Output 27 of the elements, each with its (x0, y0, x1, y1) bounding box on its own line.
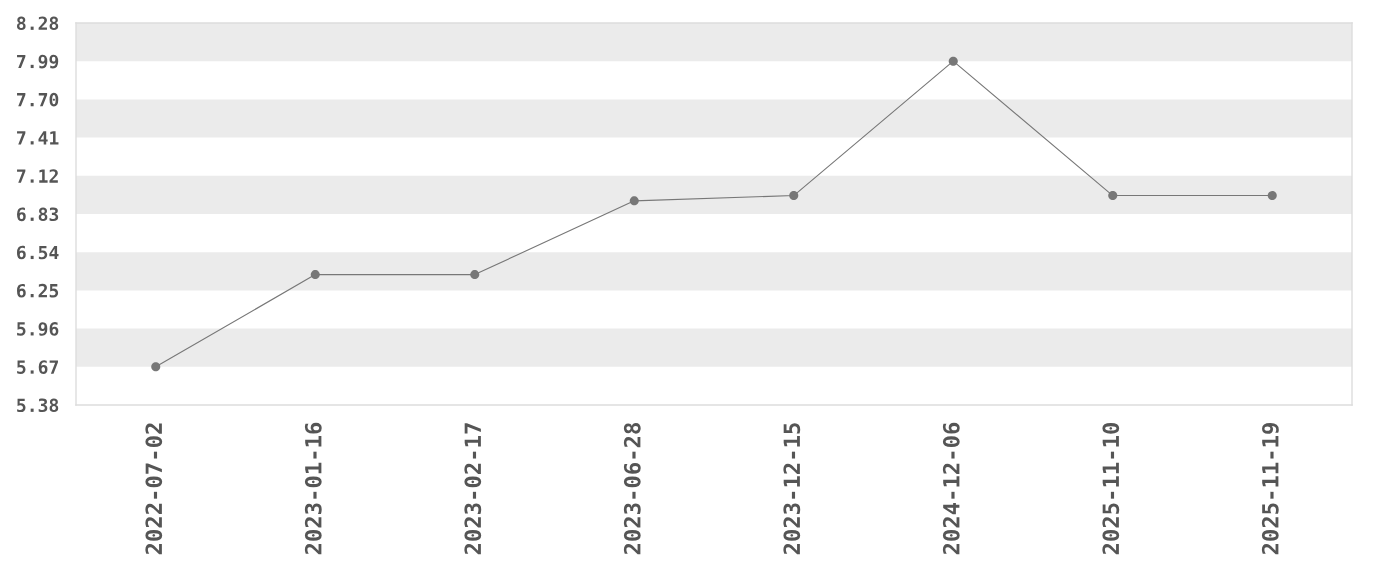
y-tick-label: 6.54 (17, 245, 59, 260)
x-tick-label: 2023-12-15 (783, 423, 801, 555)
y-tick-label: 7.99 (17, 54, 59, 69)
y-tick-label: 5.96 (17, 322, 59, 336)
y-tick-label: 8.28 (16, 16, 59, 31)
y-tick-label: 5.67 (17, 360, 58, 374)
y-tick-label: 5.38 (17, 398, 59, 413)
point (629, 196, 639, 206)
point (470, 270, 480, 280)
y-tick-label: 7.70 (17, 92, 59, 107)
x-tick-label: 2024-12-06 (942, 422, 960, 555)
point (151, 362, 161, 372)
x-tick-label: 2025-11-10 (1102, 423, 1120, 555)
x-tick-label: 2023-02-17 (464, 423, 482, 555)
x-tick-label: 2023-01-16 (304, 422, 322, 555)
x-tick-label: 2025-11-19 (1261, 423, 1279, 555)
point (310, 270, 320, 280)
x-tick-label: 2023-06-28 (623, 423, 641, 555)
y-tick-label: 6.83 (17, 207, 59, 222)
point (1108, 191, 1118, 201)
x-tick-label: 2022-07-02 (145, 423, 163, 555)
y-tick-label: 7.12 (17, 169, 58, 183)
y-tick-label: 7.41 (17, 131, 59, 145)
point (948, 56, 958, 66)
y-tick-label: 6.25 (17, 283, 59, 298)
point (1267, 191, 1277, 201)
point (789, 191, 799, 201)
